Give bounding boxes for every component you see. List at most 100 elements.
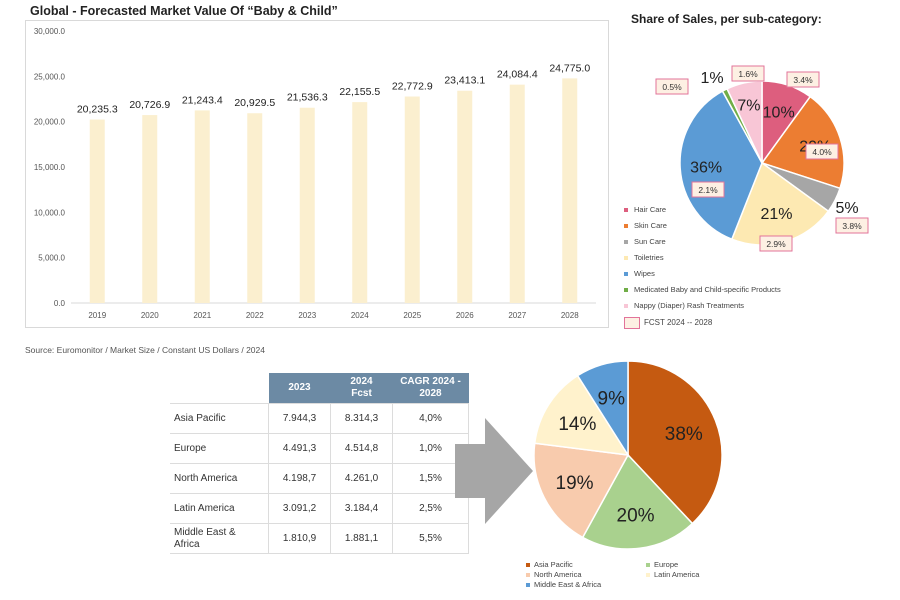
legend-swatch <box>646 573 650 577</box>
region-slice <box>627 360 723 525</box>
fcst-value-box <box>786 71 820 88</box>
legend-item: North America <box>526 570 582 580</box>
table-header-cell <box>170 373 269 404</box>
table-row: North America 4.198,7 4.261,0 1,5% <box>170 463 469 494</box>
fcst-value-label: 3.4% <box>793 75 813 85</box>
legend-label: Hair Care <box>634 205 667 214</box>
slice-percent-label: 10% <box>763 105 795 122</box>
fcst-value-label: 2.1% <box>698 185 718 195</box>
legend-label: Latin America <box>654 570 700 579</box>
bar-chart-frame: 0.0 5,000.0 10,000.0 15,000.0 20,000.0 25,000… <box>25 20 609 328</box>
legend-swatch <box>526 583 530 587</box>
x-tick-label: 2026 <box>456 311 474 320</box>
slice-percent-label: 1% <box>700 70 723 87</box>
legend-swatch <box>624 224 628 228</box>
fcst-value-box <box>835 217 869 234</box>
x-tick-label: 2019 <box>88 311 106 320</box>
fcst-value-label: 3.8% <box>842 221 862 231</box>
table-row: Asia Pacific 7.944,3 8.314,3 4,0% <box>170 403 469 434</box>
legend-item: Medicated Baby and Child-specific Produc… <box>624 282 781 298</box>
sub-category-slice <box>760 95 845 190</box>
region-slice <box>533 374 630 456</box>
table-cell: 4.491,3 <box>268 433 331 464</box>
fcst-value-box <box>759 235 793 252</box>
bar <box>457 90 473 304</box>
table-row: Latin America 3.091,2 3.184,4 2,5% <box>170 493 469 524</box>
legend-item: Middle East & Africa <box>526 580 601 590</box>
legend-swatch <box>624 272 628 276</box>
table-cell: 5,5% <box>392 523 469 554</box>
region-table: 2023 2024 Fcst CAGR 2024 -2028 Asia Pacific… <box>170 373 469 554</box>
slice-percent-label: 38% <box>665 424 703 445</box>
table-cell: 7.944,3 <box>268 403 331 434</box>
legend-label: North America <box>534 570 582 579</box>
source-note: Source: Euromonitor / Market Size / Cons… <box>25 345 265 355</box>
legend-label: Asia Pacific <box>534 560 573 569</box>
y-tick-label: 15,000.0 <box>34 163 66 172</box>
legend-item: Hair Care <box>624 202 781 218</box>
right-arrow-icon <box>455 418 533 524</box>
y-tick-label: 20,000.0 <box>34 118 66 127</box>
legend-label: Nappy (Diaper) Rash Treatments <box>634 301 745 310</box>
table-cell: 1.881,1 <box>330 523 393 554</box>
legend-swatch <box>624 208 628 212</box>
table-cell: 4,0% <box>392 403 469 434</box>
fcst-value-box <box>731 65 765 82</box>
region-name-cell: Asia Pacific <box>170 403 269 434</box>
bar-chart-title: Global - Forecasted Market Value Of “Bab… <box>30 4 338 18</box>
legend-item: Asia Pacific <box>526 560 573 570</box>
region-pie-chart: 38% 20% 19% 14%9% <box>533 360 723 550</box>
bar-data-label: 21,243.4 <box>182 94 223 106</box>
sub-category-pie-chart: 10%20%5%21%36%1%7%3.4%4.0%3.8%2.9%2.1%0.… <box>655 65 869 252</box>
bar-data-label: 21,536.3 <box>287 92 328 104</box>
region-name-cell: North America <box>170 463 269 494</box>
x-tick-label: 2023 <box>298 311 316 320</box>
bar-data-label: 22,772.9 <box>392 81 433 93</box>
slice-percent-label: 14% <box>558 414 596 435</box>
legend-label: Europe <box>654 560 679 569</box>
table-header-cell: 2023 <box>268 373 331 404</box>
sub-category-legend: Hair Care Skin Care Sun Care Toiletries Wipe… <box>624 202 781 314</box>
bar-data-label: 24,775.0 <box>549 62 590 74</box>
x-tick-label: 2021 <box>193 311 211 320</box>
region-table-wrap: 2023 2024 Fcst CAGR 2024 -2028 Asia Pacific… <box>170 373 469 554</box>
table-cell: 8.314,3 <box>330 403 393 434</box>
slice-percent-label: 7% <box>737 97 760 114</box>
legend-swatch <box>646 563 650 567</box>
x-tick-label: 2020 <box>141 311 159 320</box>
slice-percent-label: 9% <box>598 388 626 409</box>
fcst-value-label: 4.0% <box>812 147 832 157</box>
legend-label: Middle East & Africa <box>534 580 602 589</box>
bar <box>562 78 578 303</box>
legend-item: Wipes <box>624 266 781 282</box>
table-header-cell: 2024 Fcst <box>330 373 393 404</box>
table-cell: 2,5% <box>392 493 469 524</box>
region-slice <box>581 453 694 550</box>
fcst-legend-label: FCST 2024 -- 2028 <box>644 318 713 327</box>
bar <box>142 115 158 303</box>
x-tick-label: 2024 <box>351 311 369 320</box>
slice-percent-label: 36% <box>690 160 722 177</box>
legend-swatch <box>624 240 628 244</box>
sub-category-slice <box>679 90 763 241</box>
table-cell: 4.198,7 <box>268 463 331 494</box>
bar-data-label: 24,084.4 <box>497 69 538 81</box>
table-header-cell: CAGR 2024 -2028 <box>392 373 469 404</box>
legend-swatch <box>526 563 530 567</box>
legend-item: Toiletries <box>624 250 781 266</box>
x-tick-label: 2022 <box>246 311 264 320</box>
fcst-value-label: 1.6% <box>738 69 758 79</box>
y-tick-label: 0.0 <box>54 299 66 308</box>
y-tick-label: 30,000.0 <box>34 27 66 36</box>
fcst-value-box <box>805 143 839 160</box>
legend-label: Sun Care <box>634 237 666 246</box>
table-cell: 4.261,0 <box>330 463 393 494</box>
legend-label: Skin Care <box>634 221 667 230</box>
bar <box>247 113 263 303</box>
y-tick-label: 25,000.0 <box>34 72 66 81</box>
region-slice <box>576 360 629 458</box>
bar <box>352 102 368 303</box>
y-tick-label: 10,000.0 <box>34 208 66 217</box>
bar-chart: 0.0 5,000.0 10,000.0 15,000.0 20,000.0 25,000… <box>34 27 596 320</box>
y-tick-label: 5,000.0 <box>38 254 65 263</box>
